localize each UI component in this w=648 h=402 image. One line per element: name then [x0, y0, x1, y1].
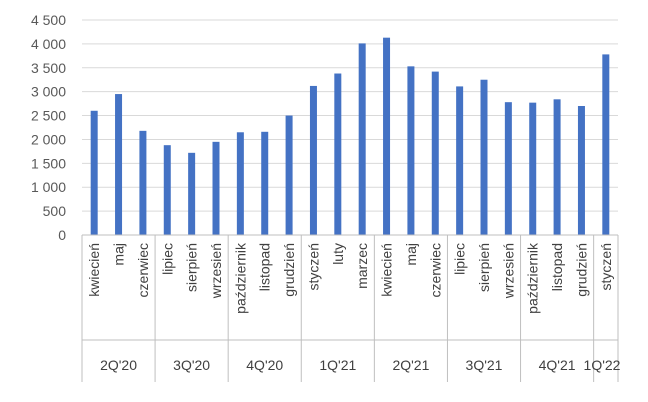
- category-label: maj: [111, 243, 127, 266]
- bar: [529, 102, 537, 236]
- quarter-label: 3Q'21: [466, 357, 503, 373]
- category-label: listopad: [257, 243, 273, 291]
- bar: [407, 66, 415, 235]
- y-tick-label: 1 000: [31, 179, 66, 195]
- bar: [553, 99, 561, 235]
- y-tick-label: 1 500: [31, 155, 66, 171]
- y-tick-label: 4 000: [31, 36, 66, 52]
- quarter-label: 4Q'21: [539, 357, 576, 373]
- y-tick-label: 0: [58, 227, 66, 243]
- bar: [577, 106, 585, 235]
- bar: [334, 73, 342, 235]
- bar: [358, 43, 366, 236]
- category-label: sierpień: [184, 243, 200, 292]
- y-tick-label: 4 500: [31, 12, 66, 28]
- bar: [188, 152, 196, 235]
- bar: [480, 79, 488, 235]
- category-label: maj: [403, 243, 419, 266]
- category-label: wrzesień: [500, 243, 516, 299]
- category-label: wrzesień: [208, 243, 224, 299]
- quarter-label: 2Q'20: [100, 357, 137, 373]
- bar: [163, 145, 171, 235]
- category-labels: kwiecień maj czerwiec lipiec sierpień wrzesie…: [86, 242, 614, 314]
- category-label: lipiec: [452, 243, 468, 275]
- y-tick-label: 2 000: [31, 131, 66, 147]
- bar: [139, 130, 147, 235]
- category-label: czerwiec: [135, 243, 151, 297]
- category-label: czerwiec: [427, 243, 443, 297]
- category-label: lipiec: [159, 243, 175, 275]
- quarter-label: 2Q'21: [392, 357, 429, 373]
- bar: [309, 85, 317, 235]
- quarter-label: 1Q'21: [319, 357, 356, 373]
- bar: [602, 54, 610, 236]
- y-tick-label: 3 000: [31, 84, 66, 100]
- bar: [383, 37, 391, 235]
- category-label: luty: [330, 243, 346, 265]
- category-label: sierpień: [476, 243, 492, 292]
- bar: [261, 131, 269, 235]
- category-label: październik: [525, 242, 541, 314]
- quarter-label: 3Q'20: [173, 357, 210, 373]
- category-label: grudzień: [573, 243, 589, 297]
- bar: [456, 86, 464, 236]
- bar: [115, 94, 123, 235]
- category-label: kwiecień: [379, 243, 395, 297]
- bar: [285, 115, 293, 235]
- gridlines: [82, 19, 618, 212]
- bar: [431, 71, 439, 235]
- category-label: marzec: [354, 243, 370, 289]
- bar: [212, 141, 220, 235]
- bar: [504, 102, 512, 235]
- category-label: listopad: [549, 243, 565, 291]
- y-tick-label: 3 500: [31, 60, 66, 76]
- y-tick-label: 500: [43, 203, 67, 219]
- quarter-label: 1Q'22: [584, 357, 621, 373]
- quarter-labels: 2Q'20 3Q'20 4Q'20 1Q'21 2Q'21 3Q'21 4Q'21 1Q'22: [100, 357, 621, 373]
- category-label: kwiecień: [86, 243, 102, 297]
- category-label: styczeń: [305, 243, 321, 290]
- bars: [90, 37, 610, 236]
- y-tick-label: 2 500: [31, 108, 66, 124]
- quarter-label: 4Q'20: [246, 357, 283, 373]
- category-label: grudzień: [281, 243, 297, 297]
- category-label: styczeń: [598, 243, 614, 290]
- bar: [90, 110, 98, 235]
- bar: [236, 132, 244, 235]
- category-label: październik: [232, 242, 248, 314]
- y-tick-labels: 0 500 1 000 1 500 2 000 2 500 3 000 3 500 4 000 4…: [31, 12, 66, 243]
- axes: [81, 234, 619, 382]
